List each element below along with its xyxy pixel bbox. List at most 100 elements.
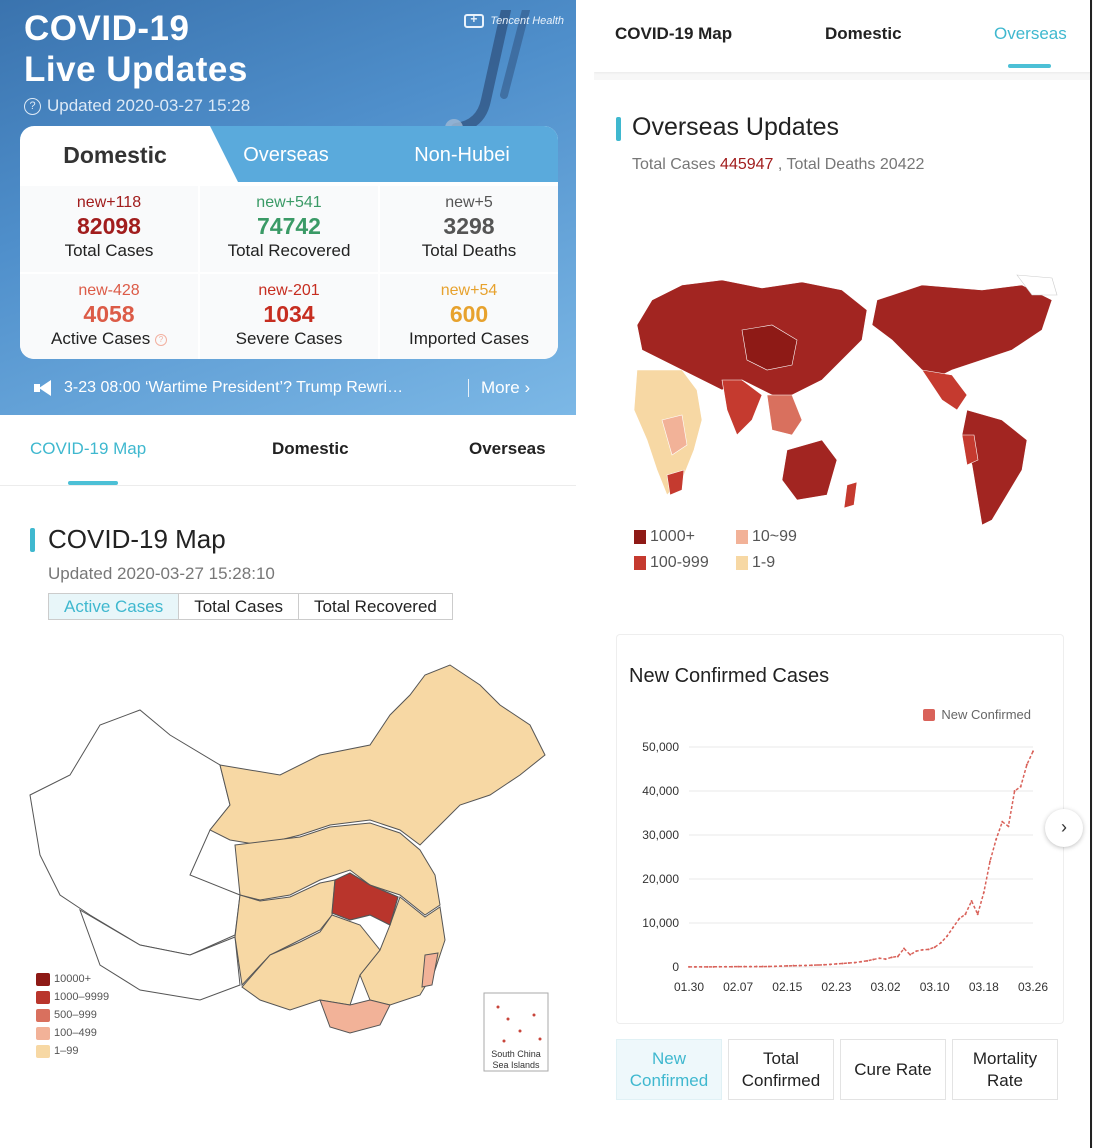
china-legend-item[interactable]: 10000+	[36, 970, 109, 988]
data-point	[860, 960, 862, 963]
nav-overseas[interactable]: Overseas	[994, 24, 1067, 43]
data-point	[1025, 763, 1028, 766]
announcement-bar[interactable]: 3-23 08:00 ‘Wartime President’? Trump Re…	[20, 372, 560, 404]
question-icon[interactable]: ?	[24, 97, 41, 115]
china-legend-label: 1000–9999	[54, 991, 110, 1003]
south-america-region[interactable]	[961, 409, 1028, 526]
tab-line2: Rate	[987, 1070, 1023, 1090]
info-icon[interactable]: ?	[154, 333, 167, 346]
data-point	[688, 965, 690, 968]
data-point	[989, 860, 991, 863]
central-africa-region[interactable]	[661, 414, 688, 456]
announcement-text[interactable]: 3-23 08:00 ‘Wartime President’? Trump Re…	[64, 379, 404, 396]
hubei-region[interactable]	[331, 872, 399, 926]
data-point	[829, 963, 832, 966]
right-nav: COVID-19 Map Domestic Overseas	[594, 0, 1091, 72]
legend-swatch	[634, 530, 646, 544]
stat-new: new-428	[78, 282, 140, 299]
tab-cure-rate[interactable]: Cure Rate	[840, 1039, 946, 1100]
legend-swatch	[36, 1044, 50, 1058]
stethoscope-decoration	[445, 10, 530, 137]
new-confirmed-line-chart[interactable]: 0 10,000 20,000 30,000 40,000 50,000 01.30 02.0…	[617, 725, 1065, 1025]
world-legend-1000: 1000+	[634, 528, 744, 546]
chevron-right-icon: ›	[524, 378, 531, 397]
data-point	[1013, 790, 1016, 792]
new-zealand-region[interactable]	[843, 481, 858, 509]
data-point	[1001, 820, 1004, 823]
tab-overseas[interactable]: Overseas	[243, 144, 329, 166]
next-chart-button[interactable]: ›	[1045, 809, 1083, 847]
inset-label-2: Sea Islands	[492, 1060, 540, 1070]
nav-covid-map[interactable]: COVID-19 Map	[615, 24, 733, 43]
world-map[interactable]	[622, 270, 1062, 530]
china-legend-item[interactable]: 500–999	[36, 1006, 109, 1024]
chart-legend[interactable]: New Confirmed	[923, 707, 1031, 722]
data-point	[1032, 750, 1034, 753]
series-line-new-confirmed	[689, 751, 1034, 968]
nav-domestic[interactable]: Domestic	[825, 24, 902, 43]
tab-total-confirmed[interactable]: Total Confirmed	[728, 1039, 834, 1100]
southeast-asia-region[interactable]	[766, 394, 803, 436]
update-time: ? Updated 2020-03-27 15:28	[24, 96, 250, 116]
tab-new-confirmed[interactable]: New Confirmed	[616, 1039, 722, 1100]
update-time-text: Updated 2020-03-27 15:28	[47, 96, 251, 115]
tab-line2: Confirmed	[629, 1070, 709, 1090]
segment-total-recovered[interactable]: Total Recovered	[314, 597, 437, 616]
totals-middle: , Total Deaths	[777, 156, 876, 173]
china-legend-item[interactable]: 1–99	[36, 1042, 109, 1060]
y-tick-label: 0	[672, 960, 679, 974]
data-point	[792, 964, 795, 967]
nav-domestic[interactable]: Domestic	[272, 439, 349, 458]
china-legend-item[interactable]: 1000–9999	[36, 988, 109, 1006]
map-updated: Updated 2020-03-27 15:28:10	[48, 564, 275, 583]
stat-total-deaths: new+5 3298 Total Deaths	[380, 186, 558, 272]
china-map[interactable]: South China Sea Islands	[20, 655, 560, 1075]
data-point	[946, 935, 948, 938]
china-legend-label: 500–999	[54, 1009, 97, 1021]
legend-swatch	[36, 1026, 50, 1040]
north-america-region[interactable]	[871, 284, 1053, 381]
data-point	[970, 900, 973, 902]
brand-name: Tencent Health	[490, 15, 564, 27]
guangdong-region[interactable]	[319, 999, 391, 1034]
stats-tabs: Domestic Overseas Non-Hubei	[20, 126, 558, 182]
segment-total-cases[interactable]: Total Cases	[179, 594, 300, 619]
stat-imported-cases: new+54 600 Imported Cases	[380, 274, 558, 359]
central-america-region[interactable]	[921, 369, 968, 411]
west-region[interactable]	[29, 709, 241, 956]
central-region[interactable]	[234, 822, 441, 916]
taiwan-region[interactable]	[421, 952, 439, 988]
hero-title: COVID-19 Live Updates	[24, 8, 248, 90]
hero-banner: COVID-19 Live Updates Tencent Health ? U…	[0, 0, 576, 415]
world-legend-label: 1000+	[650, 528, 695, 545]
north-region[interactable]	[209, 664, 546, 846]
nav-covid-map[interactable]: COVID-19 Map	[30, 439, 147, 458]
stat-value: 1034	[263, 301, 315, 327]
south-africa-region[interactable]	[666, 469, 685, 496]
data-point	[847, 962, 850, 965]
tab-mortality-rate[interactable]: Mortality Rate	[952, 1039, 1058, 1100]
tab-domestic[interactable]: Domestic	[20, 126, 238, 182]
south-central-region[interactable]	[241, 914, 381, 1011]
legend-swatch	[923, 708, 936, 721]
andes-region[interactable]	[961, 434, 979, 466]
data-point	[835, 962, 838, 965]
china-region[interactable]	[741, 324, 798, 371]
more-link[interactable]: More ›	[481, 378, 530, 398]
australia-region[interactable]	[781, 439, 838, 501]
data-point	[933, 946, 936, 949]
nav-overseas[interactable]: Overseas	[469, 439, 546, 458]
data-point	[896, 955, 899, 958]
china-legend-item[interactable]: 100–499	[36, 1024, 109, 1042]
y-tick-label: 30,000	[642, 828, 679, 842]
data-point	[798, 964, 801, 967]
southwest-region[interactable]	[79, 908, 241, 1001]
greenland-region[interactable]	[1016, 274, 1058, 296]
sichuan-region[interactable]	[234, 879, 336, 987]
overseas-total-deaths: 20422	[879, 156, 925, 173]
india-region[interactable]	[721, 379, 763, 436]
segment-active-cases[interactable]: Active Cases	[49, 594, 180, 619]
tab-non-hubei[interactable]: Non-Hubei	[414, 144, 510, 166]
data-point	[774, 965, 776, 968]
legend-swatch	[736, 556, 748, 570]
